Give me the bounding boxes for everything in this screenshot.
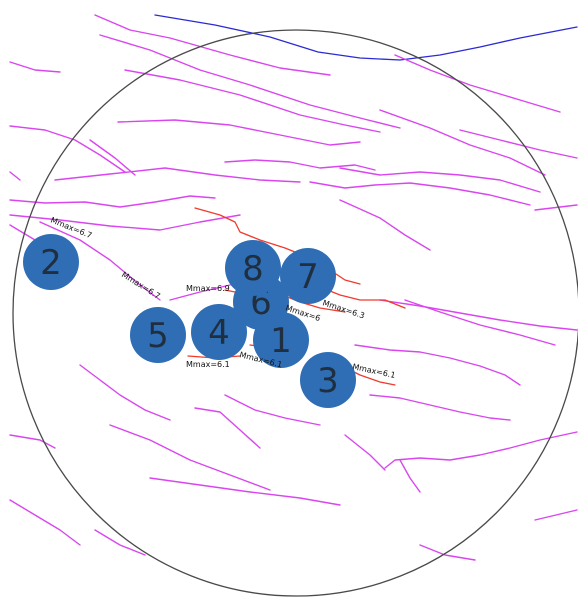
fault-line xyxy=(394,54,561,113)
fault-line xyxy=(169,284,231,301)
site-circle xyxy=(225,240,281,296)
fault-line xyxy=(9,61,61,73)
site-circle xyxy=(253,312,309,368)
site-number: 7 xyxy=(297,257,319,297)
fault-line xyxy=(99,34,401,129)
fault-line xyxy=(39,221,161,301)
site-marker-5[interactable]: 5 xyxy=(130,307,186,363)
fault-line xyxy=(344,434,386,471)
mmax-label: Mmax=6.1 xyxy=(352,362,397,380)
fault-line xyxy=(149,477,341,506)
fault-line xyxy=(9,499,81,546)
fault-line xyxy=(79,364,171,421)
fault-lines xyxy=(9,14,578,561)
mmax-label: Mmax=6.9 xyxy=(186,284,230,293)
site-markers: 2 5 4 6 8 7 1 3 xyxy=(23,234,356,408)
site-circle xyxy=(280,248,336,304)
fault-line xyxy=(117,119,361,146)
site-number: 5 xyxy=(147,316,169,356)
site-number: 2 xyxy=(40,243,62,283)
fault-line xyxy=(124,69,381,133)
fault-line xyxy=(9,195,216,208)
study-area-circle xyxy=(12,29,578,597)
site-circle xyxy=(23,234,79,290)
fault-line xyxy=(534,509,578,521)
fault-line xyxy=(9,434,56,449)
site-number: 8 xyxy=(242,249,264,289)
fault-line xyxy=(404,299,556,346)
site-circle xyxy=(191,304,247,360)
fault-line xyxy=(89,139,136,176)
fault-line xyxy=(384,431,578,469)
site-circle xyxy=(130,307,186,363)
mmax-label: Mmax=6.7 xyxy=(120,270,162,301)
fault-line xyxy=(419,544,476,561)
fault-line xyxy=(9,125,126,173)
fault-line xyxy=(534,204,578,211)
fault-line xyxy=(9,171,21,181)
fault-line xyxy=(379,109,546,176)
site-marker-7[interactable]: 7 xyxy=(280,248,336,304)
site-marker-3[interactable]: 3 xyxy=(300,352,356,408)
fault-line xyxy=(459,129,578,159)
fault-line xyxy=(109,424,271,491)
fault-line xyxy=(339,167,541,193)
fault-line xyxy=(224,159,376,171)
mmax-label: Mmax=6.1 xyxy=(186,360,230,369)
site-marker-8[interactable]: 8 xyxy=(225,240,281,296)
fault-line xyxy=(399,459,421,493)
fault-line xyxy=(309,181,531,206)
fault-line xyxy=(94,529,146,556)
fault-line xyxy=(369,394,511,421)
site-number: 4 xyxy=(208,313,230,353)
site-number: 3 xyxy=(317,361,339,401)
fault-line xyxy=(194,407,261,449)
site-marker-2[interactable]: 2 xyxy=(23,234,79,290)
site-number: 1 xyxy=(270,321,292,361)
site-circle xyxy=(300,352,356,408)
fault-line xyxy=(339,199,431,251)
fault-line xyxy=(54,167,301,183)
site-marker-4[interactable]: 4 xyxy=(191,304,247,360)
site-marker-1[interactable]: 1 xyxy=(253,312,309,368)
fault-line xyxy=(224,394,321,426)
blue-boundary-line xyxy=(154,14,578,61)
active-fault-line xyxy=(194,207,361,285)
fault-line xyxy=(379,299,578,331)
fault-line xyxy=(9,214,241,231)
fault-line xyxy=(354,344,521,386)
